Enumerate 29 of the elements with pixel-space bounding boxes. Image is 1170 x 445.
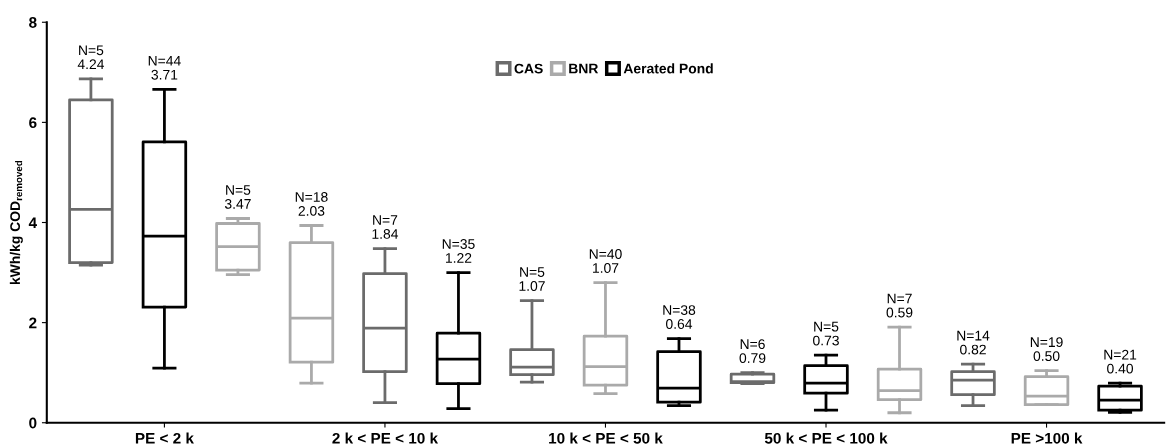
text: N=6 0.79 (739, 339, 766, 363)
text: N=44 3.71 (148, 56, 181, 80)
text: N=19 0.50 (1030, 337, 1063, 361)
text: N=7 0.59 (886, 293, 913, 318)
text: N=5 1.07 (519, 267, 545, 291)
legend-label: Aerated Pond (623, 63, 713, 74)
text: N=21 0.40 (1104, 349, 1137, 374)
y-tick-label: 4 (28, 217, 37, 229)
x-tick-label: PE < 2 k (135, 432, 194, 444)
x-tick-label: 2 k < PE < 10 k (332, 432, 439, 444)
y-tick-label: 2 (29, 317, 37, 329)
x-tick-label: 10 k < PE < 50 k (549, 432, 663, 444)
y-tick-label: 8 (29, 17, 37, 28)
text: N=35 1.22 (442, 239, 475, 263)
text: N=14 0.82 (957, 330, 990, 355)
text: N=18 2.03 (295, 192, 328, 216)
x-tick-label: PE >100 k (1011, 432, 1083, 444)
text: N=7 1.84 (372, 215, 399, 239)
text: N=5 4.24 (77, 45, 105, 69)
text: N=40 1.07 (589, 249, 622, 273)
y-tick-label: 6 (29, 117, 37, 129)
text: N=38 0.64 (663, 305, 696, 329)
y-tick-label: 0 (29, 417, 37, 429)
text: N=5 0.73 (813, 321, 839, 346)
x-tick-label: 50 k < PE < 100 k (764, 432, 888, 444)
y-axis-title: kWh/kg COD$_{removed}$ (9, 160, 23, 285)
text: N=5 3.47 (224, 185, 251, 209)
legend-label: BNR (569, 63, 599, 74)
legend-label: CAS (514, 63, 543, 74)
